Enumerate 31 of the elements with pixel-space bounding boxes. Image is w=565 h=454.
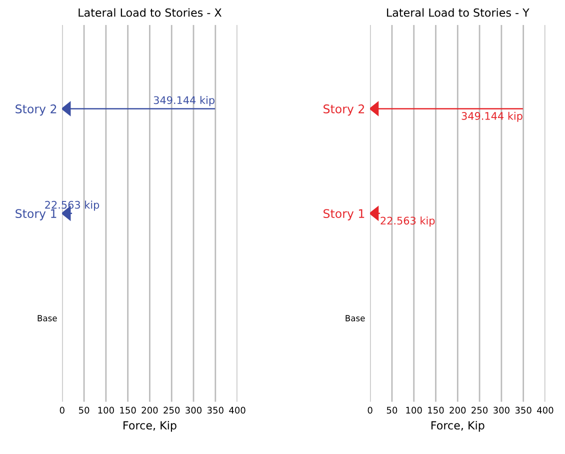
- x-tick-label: 100: [406, 406, 422, 414]
- chart-title: Lateral Load to Stories - X: [78, 8, 222, 17]
- x-tick-label: 0: [60, 406, 64, 414]
- y-tick-label: Base: [38, 315, 57, 322]
- x-tick-label: 400: [229, 406, 246, 414]
- x-tick-label: 250: [472, 406, 488, 414]
- x-tick-label: 200: [450, 406, 466, 414]
- x-tick-label: 150: [120, 406, 136, 414]
- x-axis-title: Force, Kip: [124, 420, 176, 432]
- y-tick-label: Base: [346, 315, 365, 322]
- y-tick-label: Story 2: [324, 104, 364, 116]
- x-tick-label: 400: [537, 406, 554, 414]
- x-tick-label: 300: [494, 406, 510, 414]
- x-tick-label: 50: [386, 406, 398, 414]
- x-tick-label: 150: [428, 406, 444, 414]
- x-tick-label: 350: [207, 406, 224, 414]
- x-tick-label: 350: [515, 406, 532, 414]
- data-label: 349.144 kip: [154, 96, 214, 106]
- y-tick-label: Story 1: [16, 209, 56, 220]
- x-axis-title: Force, Kip: [431, 420, 484, 432]
- x-tick-label: 100: [98, 406, 114, 414]
- x-tick-label: 200: [142, 406, 158, 414]
- chart-title: Lateral Load to Stories - Y: [387, 8, 530, 17]
- data-label: 349.144 kip: [462, 112, 522, 122]
- x-tick-label: 300: [186, 406, 202, 414]
- data-label: 22.563 kip: [380, 216, 435, 227]
- y-tick-label: Story 1: [324, 209, 364, 220]
- x-tick-label: 50: [78, 406, 90, 414]
- x-tick-label: 0: [368, 406, 372, 414]
- x-tick-label: 250: [164, 406, 180, 414]
- y-tick-label: Story 2: [16, 104, 56, 116]
